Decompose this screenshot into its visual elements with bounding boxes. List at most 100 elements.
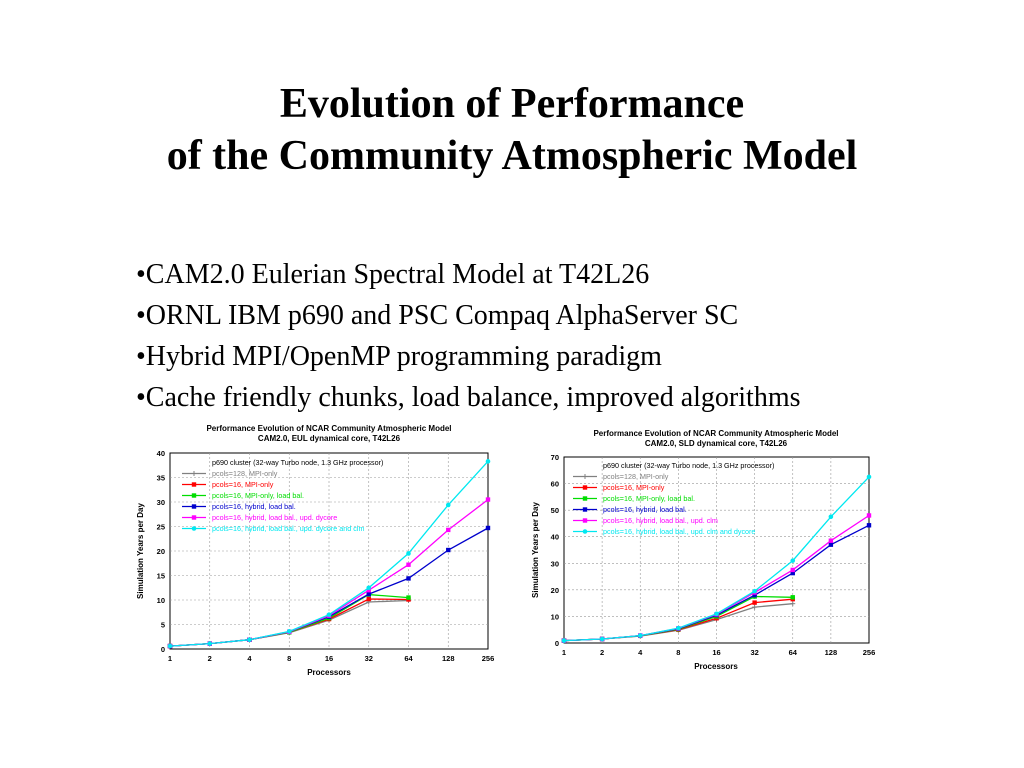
x-tick-label: 128 [442,654,455,663]
data-point [752,592,757,598]
data-point [446,527,451,533]
data-point [366,588,371,593]
data-point [445,502,451,508]
legend-entry: pcols=16, MPI-only, load bal. [603,494,695,503]
data-point [191,493,197,498]
data-point [286,629,292,634]
data-point [406,595,411,600]
y-tick-label: 40 [551,533,559,542]
x-tick-label: 64 [789,648,798,657]
data-point [752,600,757,605]
chart-title: Performance Evolution of NCAR Community … [593,429,838,438]
x-axis-label: Processors [307,668,351,677]
legend: p690 cluster (32-way Turbo node, 1.3 GHz… [573,461,774,536]
y-tick-label: 60 [551,480,559,489]
data-point [790,595,795,600]
slide-title-line-2: of the Community Atmospheric Model [166,133,858,179]
x-tick-label: 32 [750,648,758,657]
data-point [406,562,411,567]
data-point [790,570,795,576]
chart-subtitle: CAM2.0, SLD dynamical core, T42L26 [645,439,788,448]
legend-entry: pcols=16, MPI-only [212,480,274,489]
data-point [191,504,197,509]
x-tick-label: 4 [247,654,252,663]
data-point [561,638,567,643]
data-point [326,612,332,617]
bullet-item: •Hybrid MPI/OpenMP programming paradigm [136,341,662,372]
x-tick-label: 2 [208,654,212,663]
legend-title: p690 cluster (32-way Turbo node, 1.3 GHz… [603,461,774,470]
y-tick-label: 20 [157,547,165,556]
y-tick-label: 35 [157,474,165,483]
legend-entry: pcols=128, MPI-only [212,469,278,478]
y-tick-label: 30 [157,498,165,507]
data-point [485,525,491,531]
y-tick-label: 40 [157,449,165,458]
data-point [191,526,197,531]
x-tick-label: 16 [712,648,720,657]
y-tick-label: 0 [161,645,165,654]
data-point [366,596,371,602]
data-point [790,567,795,573]
slide-title: Evolution of Performance of the Communit… [0,78,1024,182]
y-tick-label: 0 [555,639,559,648]
data-point [676,625,681,631]
y-axis-label: Simulation Years per Day [136,503,145,599]
chart-subtitle: CAM2.0, EUL dynamical core, T42L26 [258,434,401,443]
data-point [406,551,411,556]
data-point [790,558,796,563]
legend-entry: pcols=16, hybrid, load bal., upd. clm [603,516,718,525]
data-point [752,588,757,594]
data-point [485,459,491,464]
y-tick-label: 10 [551,612,559,621]
x-tick-label: 256 [482,654,495,663]
chart-title: Performance Evolution of NCAR Community … [206,424,451,433]
y-tick-label: 20 [551,586,559,595]
chart-sld: Performance Evolution of NCAR Community … [531,429,876,671]
legend-entry: pcols=16, hybrid, load bal., upd. dycore… [212,524,364,533]
x-tick-label: 1 [168,654,172,663]
x-tick-label: 32 [365,654,373,663]
data-point [828,538,834,543]
data-point [637,633,643,638]
data-point [191,482,197,487]
data-point [866,474,872,480]
slide-title-line-1: Evolution of Performance [279,81,745,127]
data-point [207,641,213,646]
y-tick-label: 50 [551,506,559,515]
x-tick-label: 1 [562,648,566,657]
data-point [446,547,451,553]
legend-entry: pcols=128, MPI-only [603,472,669,481]
data-point [406,576,411,581]
legend-entry: pcols=16, hybrid, load bal. [603,505,687,514]
legend-entry: pcols=16, hybrid, load bal., upd. clm an… [603,527,755,536]
bullet-item: •Cache friendly chunks, load balance, im… [136,382,801,413]
data-point [366,591,371,597]
x-tick-label: 4 [638,648,643,657]
x-tick-label: 2 [600,648,604,657]
series-5 [167,459,491,649]
bullet-item: •CAM2.0 Eulerian Spectral Model at T42L2… [136,259,650,290]
data-point [247,637,252,642]
data-point [582,485,588,490]
data-point [582,496,588,501]
data-point [582,529,588,534]
data-point [828,514,834,520]
data-point [191,515,197,520]
series-5 [561,474,872,643]
x-tick-label: 256 [863,648,876,657]
y-tick-label: 15 [157,572,165,581]
x-tick-label: 8 [287,654,291,663]
data-point [714,611,719,617]
legend-entry: pcols=16, MPI-only, load bal. [212,491,304,500]
y-tick-label: 70 [551,453,559,462]
y-tick-label: 10 [157,596,165,605]
y-tick-label: 30 [551,559,559,568]
data-point [599,636,605,642]
data-point [582,518,588,523]
data-point [366,585,372,591]
y-axis-label: Simulation Years per Day [531,502,540,598]
chart-eul: Performance Evolution of NCAR Community … [136,424,495,677]
x-tick-label: 128 [825,648,838,657]
legend-title: p690 cluster (32-way Turbo node, 1.3 GHz… [212,458,383,467]
